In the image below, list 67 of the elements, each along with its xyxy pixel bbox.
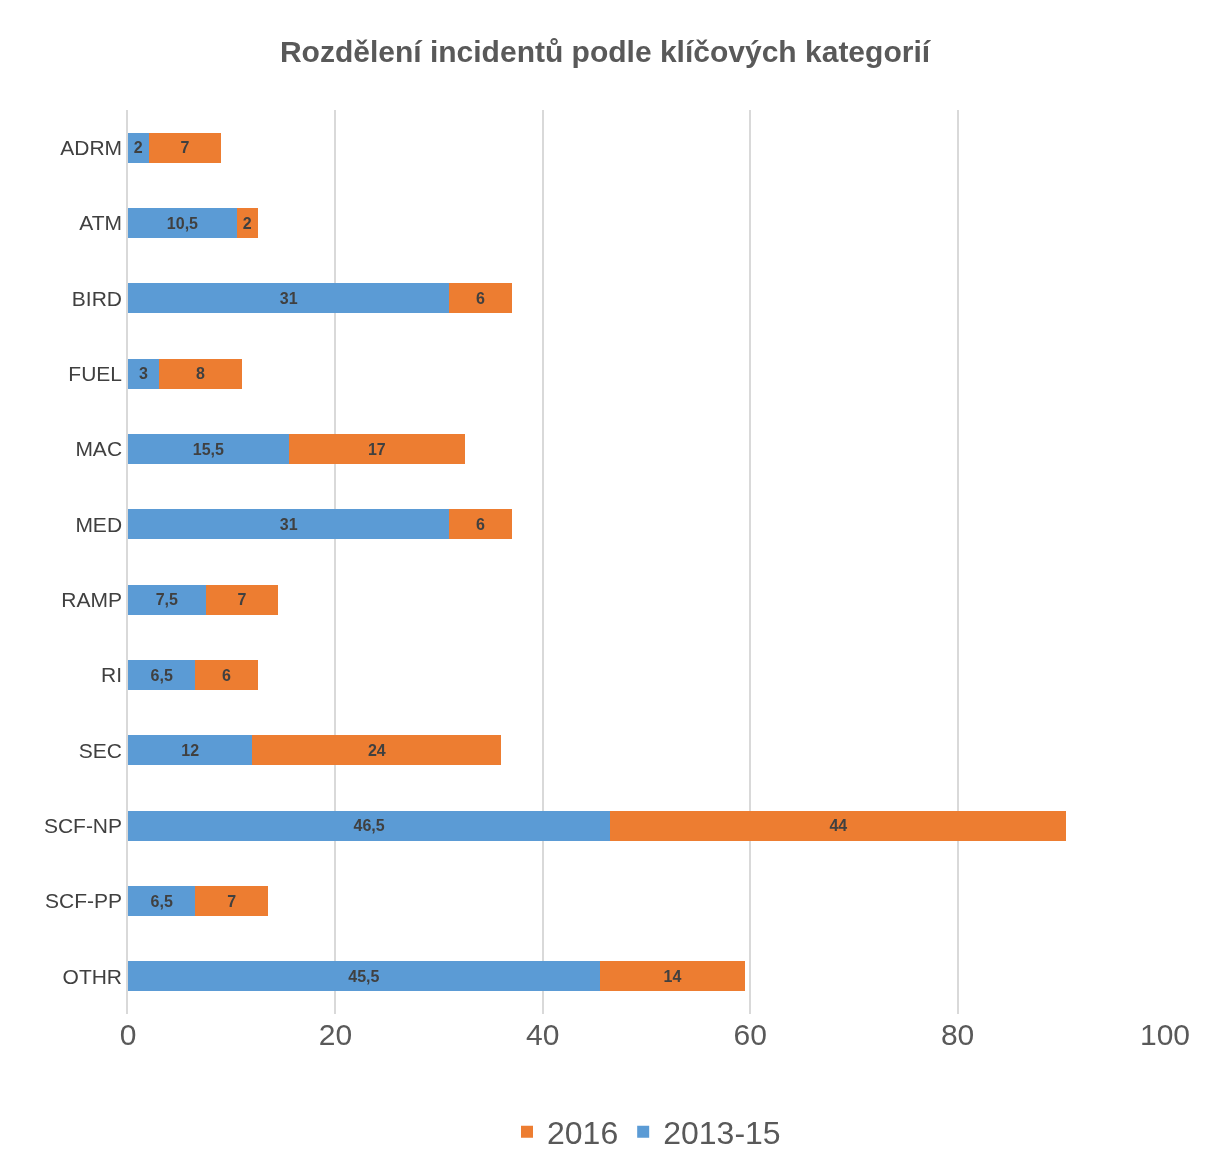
- y-tick-label: ATM: [79, 211, 123, 235]
- bar: [128, 433, 289, 465]
- y-tick-label: ADRM: [60, 136, 123, 160]
- bar: [128, 659, 196, 691]
- bar: [599, 961, 746, 992]
- data-label: 17: [367, 440, 386, 458]
- y-tick-label: RI: [101, 663, 123, 687]
- data-label: 7: [227, 892, 237, 910]
- data-label: 12: [181, 741, 200, 759]
- data-label: 8: [196, 365, 206, 383]
- data-label: 2: [133, 139, 143, 157]
- bar: [128, 509, 450, 540]
- data-label: 6,5: [150, 892, 173, 910]
- data-label: 14: [663, 967, 682, 985]
- bar: [128, 885, 196, 917]
- data-label: 31: [279, 515, 298, 533]
- data-label: 7: [180, 139, 190, 157]
- data-label: 2: [242, 214, 252, 232]
- y-tick-label: MED: [75, 512, 123, 536]
- legend-label: 2016: [547, 1115, 619, 1152]
- data-label: 6,5: [150, 666, 173, 684]
- data-label: 7: [237, 591, 247, 609]
- y-tick-label: BIRD: [71, 286, 123, 310]
- bar: [205, 584, 279, 615]
- y-tick-label: RAMP: [61, 588, 123, 612]
- x-tick-label: 100: [1139, 1018, 1191, 1051]
- y-tick-label: SEC: [78, 738, 123, 762]
- x-tick-label: 20: [318, 1018, 353, 1051]
- legend-label: 2013-15: [663, 1115, 781, 1152]
- x-tick-label: 80: [940, 1018, 975, 1051]
- bar: [128, 961, 600, 992]
- bar: [128, 358, 160, 389]
- bar: [148, 132, 222, 163]
- y-tick-label: OTHR: [62, 964, 123, 988]
- bar: [128, 283, 450, 314]
- bar: [128, 207, 237, 239]
- x-tick-label: 0: [119, 1018, 137, 1051]
- data-label: 24: [367, 741, 386, 759]
- bar: [449, 283, 512, 314]
- data-label: 31: [279, 289, 298, 307]
- data-label: 15,5: [192, 440, 224, 458]
- bar: [252, 735, 502, 766]
- data-label: 46,5: [353, 817, 385, 835]
- bar: [128, 735, 253, 766]
- data-label: 6: [222, 666, 232, 684]
- bar: [610, 810, 1067, 841]
- bar: [288, 433, 466, 465]
- y-tick-label: SCF-PP: [45, 889, 123, 913]
- bar: [449, 509, 512, 540]
- bar: [128, 810, 611, 841]
- bar: [195, 659, 258, 691]
- bar: [128, 584, 206, 615]
- x-tick-label: 60: [733, 1018, 767, 1051]
- y-tick-label: MAC: [75, 437, 123, 461]
- data-label: 10,5: [166, 214, 199, 232]
- data-label: 6: [476, 289, 486, 307]
- data-label: 7,5: [155, 591, 179, 609]
- data-label: 45,5: [348, 967, 380, 985]
- chart-title: Rozdělení incidentů podle klíčových kategorií: [279, 34, 932, 68]
- y-tick-label: FUEL: [68, 362, 123, 386]
- data-label: 44: [829, 817, 848, 835]
- y-tick-label: SCF-NP: [43, 814, 123, 838]
- x-tick-label: 40: [526, 1018, 560, 1051]
- bar: [195, 885, 268, 917]
- bar: [159, 358, 243, 389]
- data-label: 3: [139, 365, 149, 383]
- data-label: 6: [476, 515, 486, 533]
